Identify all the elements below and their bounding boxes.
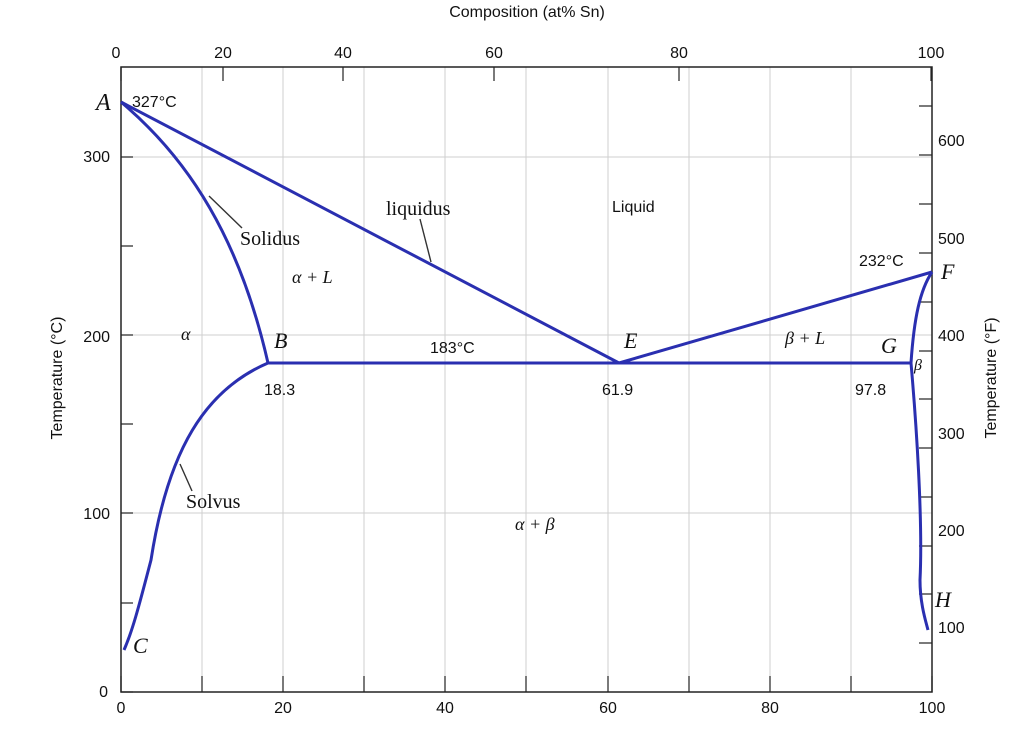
bottom-tick-label: 0	[117, 700, 126, 717]
point-label-e: E	[623, 328, 638, 353]
point-label-b: B	[274, 328, 287, 353]
composition-label-g: 97.8	[855, 382, 886, 399]
right-tick-label: 400	[938, 328, 965, 345]
solidus-leader-line	[208, 195, 243, 229]
bottom-tick-label: 100	[919, 700, 946, 717]
right-tick-label: 600	[938, 133, 965, 150]
alpha-beta-phase-label: α + β	[515, 514, 555, 534]
top-axis-title: Composition (at% Sn)	[449, 4, 605, 21]
point-label-a: A	[94, 90, 111, 116]
axis-ticks	[120, 67, 933, 693]
liquidus-left-line	[120, 100, 620, 365]
top-tick-label: 0	[112, 45, 121, 62]
solidus-curve	[120, 100, 270, 364]
top-tick-label: 20	[214, 45, 232, 62]
top-tick-label: 100	[918, 45, 945, 62]
phase-boundaries	[120, 100, 934, 651]
top-tick-label: 60	[485, 45, 503, 62]
liquidus-right-line	[618, 270, 933, 365]
composition-label-e: 61.9	[602, 382, 633, 399]
left-tick-label: 300	[83, 149, 110, 166]
left-tick-label: 100	[83, 506, 110, 523]
label-leaders	[179, 195, 432, 492]
top-tick-label: 40	[334, 45, 352, 62]
bottom-tick-label: 20	[274, 700, 292, 717]
alpha-phase-label: α	[181, 324, 191, 344]
left-tick-label: 0	[99, 684, 108, 701]
beta-solvus-curve	[909, 362, 930, 631]
left-axis-title: Temperature (°C)	[49, 317, 66, 440]
point-label-c: C	[133, 633, 148, 658]
point-label-h: H	[934, 587, 952, 612]
point-label-f: F	[940, 259, 955, 284]
temperature-label-a: 327°C	[132, 94, 177, 111]
bottom-tick-label: 40	[436, 700, 454, 717]
solvus-left-curve	[122, 361, 269, 651]
liquid-phase-label: Liquid	[612, 199, 655, 216]
right-tick-label: 100	[938, 620, 965, 637]
solvus-label: Solvus	[186, 491, 241, 513]
top-tick-label: 80	[670, 45, 688, 62]
right-axis-title: Temperature (°F)	[983, 317, 1000, 438]
right-tick-label: 500	[938, 231, 965, 248]
bottom-tick-label: 80	[761, 700, 779, 717]
beta-liquid-phase-label: β + L	[784, 328, 825, 348]
beta-phase-label: β	[913, 357, 922, 374]
temperature-label-f: 232°C	[859, 253, 904, 270]
composition-label-b: 18.3	[264, 382, 295, 399]
right-tick-label: 200	[938, 523, 965, 540]
liquidus-leader-line	[419, 218, 432, 263]
bottom-tick-label: 60	[599, 700, 617, 717]
eutectic-temperature-label: 183°C	[430, 340, 475, 357]
grid	[121, 67, 932, 692]
solvus-leader-line	[179, 463, 193, 492]
liquidus-label: liquidus	[386, 198, 451, 220]
point-label-g: G	[881, 333, 897, 358]
alpha-liquid-phase-label: α + L	[292, 267, 333, 287]
right-tick-label: 300	[938, 426, 965, 443]
beta-solidus-curve	[909, 271, 934, 364]
left-tick-label: 200	[83, 329, 110, 346]
diagram-text: Composition (at% Sn) Temperature (°C) Te…	[49, 4, 1000, 717]
solidus-label: Solidus	[240, 228, 300, 250]
